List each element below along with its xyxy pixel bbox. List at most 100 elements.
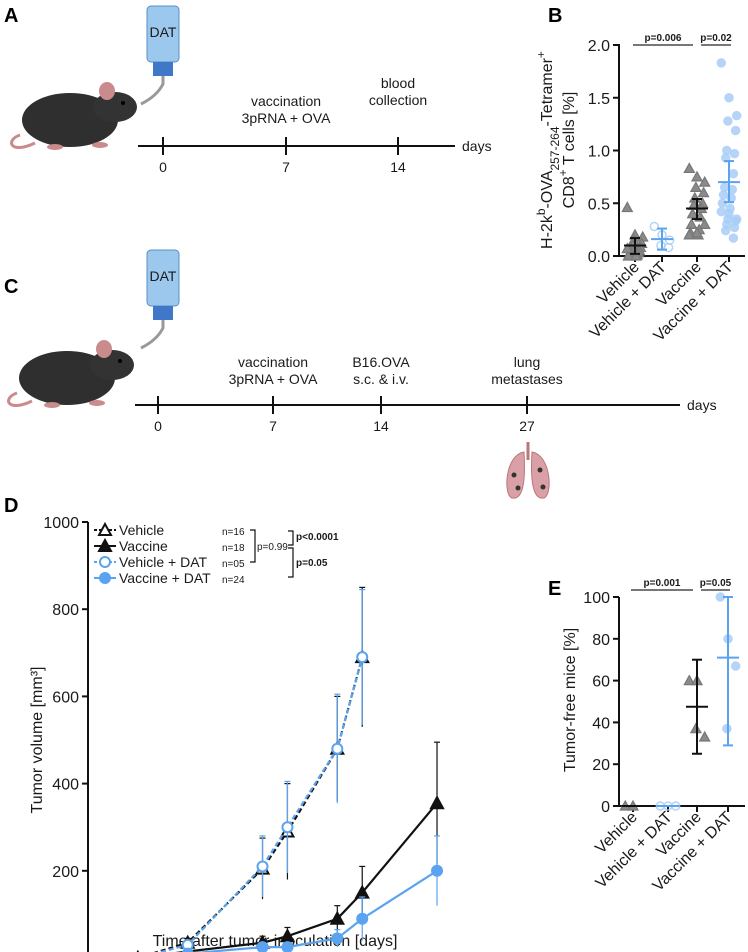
timeline-tick-label: 27 [519,418,535,434]
y-axis-title-part: CD8 [561,176,578,208]
data-point [649,221,660,232]
p-value-label: p=0.001 [644,578,681,589]
data-point [698,730,711,742]
legend-n: n=18 [222,543,245,554]
data-point [730,661,741,671]
event-label: lung [514,354,540,370]
data-point [331,742,344,755]
y-tick-label: 60 [592,674,610,691]
data-point [329,910,345,925]
series-line [156,656,364,952]
data-point [723,116,733,126]
data-point [698,218,711,229]
data-point [256,860,269,873]
y-tick-label: 1.0 [588,144,610,161]
event-label: 3pRNA + OVA [229,371,319,387]
data-point [686,207,699,219]
data-point [716,58,727,68]
data-point [685,218,698,229]
data-point [656,240,666,251]
mouse-ear-icon [99,82,115,100]
stat-bracket [250,529,256,563]
y-tick-label: 80 [592,632,610,649]
bottle-cap-icon [153,62,173,76]
data-point [256,941,269,952]
data-point [698,175,711,187]
stat-bracket [288,547,294,578]
data-point [621,201,634,213]
data-point [689,181,702,193]
y-axis-title-line2: CD8+ T cells [%] [556,92,578,209]
data-point [730,125,741,136]
metastasis-icon [540,484,546,490]
mouse-foot-icon [44,402,60,408]
y-axis-title-part: -Tetramer [539,57,556,126]
bottle-cap-icon [153,306,173,320]
y-axis-title-part: + [556,169,570,176]
y-tick-label: 0.5 [588,196,610,213]
legend-n: n=16 [222,527,245,538]
data-point [717,198,728,208]
event-label: vaccination [251,93,321,109]
metastasis-icon [511,472,517,478]
data-point [630,249,643,261]
data-point [716,206,727,217]
data-point [731,110,742,121]
mouse-tail-icon [7,391,33,408]
timeline-unit: days [462,138,492,154]
mouse-eye-icon [121,101,125,105]
mouse-tail-icon [10,133,36,150]
timeline-tick-label: 0 [154,418,162,434]
data-point [728,233,739,243]
data-point [621,242,634,254]
data-point [663,242,674,253]
legend-label: Vaccine + DAT [119,570,211,586]
timeline-tick-label: 14 [373,418,389,434]
data-point [688,191,701,203]
mouse-foot-icon [92,142,108,148]
event-label: metastases [491,371,563,387]
y-tick-label: 200 [52,864,79,881]
p-value-label: p<0.0001 [296,532,339,543]
data-point [431,864,444,877]
y-axis-title-line1: H-2kb-OVA257-264-Tetramer+ [534,51,562,249]
mouse-foot-icon [89,400,105,406]
y-tick-label: 2.0 [588,38,610,55]
y-tick-label: 0 [601,799,610,816]
y-tick-label: 600 [52,689,79,706]
timeline-tick-label: 0 [159,159,167,175]
panel-label-c: C [4,276,18,298]
y-tick-label: 400 [52,777,79,794]
timeline-tick-label: 7 [269,418,277,434]
data-point [724,93,734,103]
lung-right-icon [531,451,550,499]
series-line [153,656,364,952]
y-tick-label: 100 [583,590,610,607]
data-point [181,947,194,952]
data-point [429,795,445,810]
event-label: vaccination [238,354,308,370]
timeline-unit: days [687,397,717,413]
p-value-label: p=0.05 [700,578,732,589]
panel-label-d: D [4,495,18,517]
mouse-ear-icon [96,340,112,358]
timeline-tick-label: 7 [282,159,290,175]
p-value-label: p=0.02 [700,33,732,44]
y-axis-title-part: T cells [%] [561,92,578,170]
data-point [683,674,696,686]
legend-n: n=05 [222,559,245,570]
mouse-head-icon [90,350,134,380]
data-point [99,572,111,584]
legend-label: Vehicle [119,522,164,538]
bottle-label: DAT [150,24,177,40]
y-tick-label: 800 [52,602,79,619]
data-point [356,912,369,925]
bottle-label: DAT [150,268,177,284]
panel-label-e: E [548,578,561,600]
panel-label-a: A [4,5,18,27]
y-tick-label: 1000 [43,515,79,532]
